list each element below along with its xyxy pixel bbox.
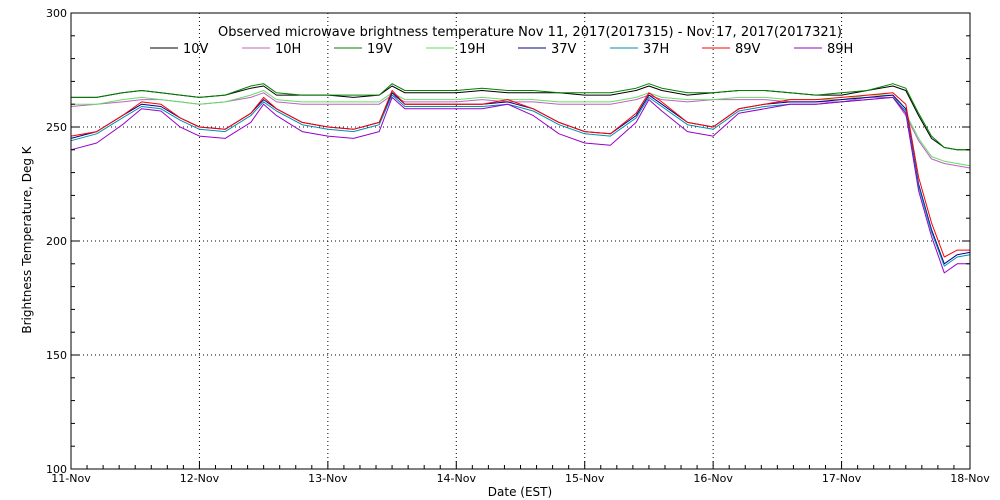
legend-label-19H: 19H [459,42,485,57]
legend-label-10H: 10H [275,42,301,57]
grid-lines [71,13,970,469]
x-tick-label: 11-Nov [51,472,91,485]
x-tick-label: 18-Nov [950,472,990,485]
x-tick-label: 13-Nov [308,472,348,485]
y-tick-label: 100 [46,463,67,476]
legend-label-37V: 37V [551,42,577,57]
y-axis-ticks: 100 150 200 250 300 [46,7,970,476]
legend-label-10V: 10V [183,42,209,57]
x-tick-label: 14-Nov [437,472,477,485]
legend: 10V 10H 19V 19H 37V 37H 89V 89H [150,42,853,57]
y-tick-label: 300 [46,7,67,20]
y-axis-label: Brightness Temperature, Deg K [20,145,34,333]
series-line-89H [70,96,970,274]
legend-label-37H: 37H [643,42,669,57]
series-line-89V [70,90,970,258]
series-line-19V [71,83,970,151]
legend-label-89V: 89V [735,42,761,57]
legend-label-89H: 89H [827,42,853,57]
chart-title: Observed microwave brightness temperatur… [218,25,842,40]
series-lines [70,83,971,274]
x-axis-label: Date (EST) [488,485,552,499]
y-tick-label: 200 [46,235,67,248]
y-tick-label: 150 [46,349,67,362]
legend-label-19V: 19V [367,42,393,57]
x-axis-ticks: 11-Nov 12-Nov 13-Nov 14-Nov 15-Nov 16-Nov 17-N… [51,461,990,485]
y-tick-label: 250 [46,121,67,134]
x-tick-label: 16-Nov [693,472,733,485]
x-tick-label: 12-Nov [180,472,220,485]
x-tick-label: 15-Nov [565,472,605,485]
x-tick-label: 17-Nov [822,472,862,485]
